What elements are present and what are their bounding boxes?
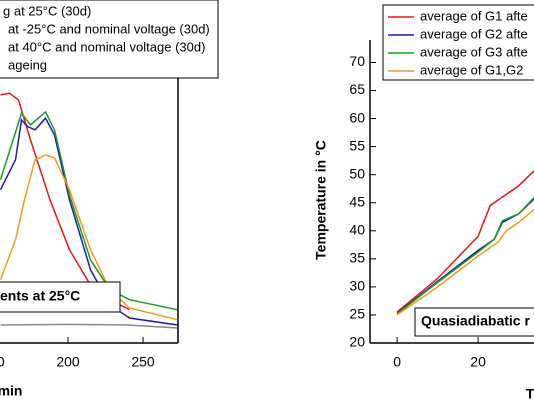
x-tick-label: 0 (393, 354, 401, 370)
y-tick-label: 20 (349, 334, 365, 350)
x-tick-label: 20 (470, 354, 486, 370)
y-tick-label: 35 (349, 250, 365, 266)
series-line (0, 323, 178, 329)
y-tick-label: 55 (349, 137, 365, 153)
annotation-box (0, 281, 121, 313)
x-tick-label: 150 (0, 354, 5, 370)
legend-label: g at 25°C (30d) (3, 3, 91, 18)
annotation: ents at 25°C (0, 288, 80, 304)
y-tick-label: 45 (349, 193, 365, 209)
legend-box (0, 0, 219, 79)
y-axis-label: Temperature in °C (313, 140, 329, 260)
legend-label: at -25°C and nominal voltage (30d) (8, 21, 210, 36)
legend-label: average of G3 afte (420, 44, 528, 59)
x-tick-label: 200 (56, 354, 80, 370)
annotation: Quasiadiabatic r (421, 313, 530, 329)
legend-label: average of G2 afte (420, 26, 528, 41)
series-line (396, 208, 534, 316)
x-axis-label: min (0, 383, 22, 399)
legend-label: average of G1,G2 (420, 62, 523, 77)
series-line (396, 169, 534, 313)
y-tick-label: 70 (349, 53, 365, 69)
y-tick-label: 40 (349, 221, 365, 237)
x-tick-label: 250 (131, 354, 155, 370)
legend-label: ageing (8, 57, 47, 72)
y-tick-label: 60 (349, 109, 365, 125)
legend-label: at 40°C and nominal voltage (30d) (8, 39, 205, 54)
series-line (396, 197, 534, 314)
series-line (0, 110, 178, 311)
y-tick-label: 30 (349, 278, 365, 294)
y-tick-label: 25 (349, 306, 365, 322)
x-axis-label: T (526, 386, 534, 402)
series-line (0, 92, 130, 311)
annotation-box (414, 307, 534, 337)
y-tick-label: 65 (349, 81, 365, 97)
legend-label: average of G1 afte (420, 8, 528, 23)
series-line (396, 196, 534, 315)
y-tick-label: 50 (349, 165, 365, 181)
